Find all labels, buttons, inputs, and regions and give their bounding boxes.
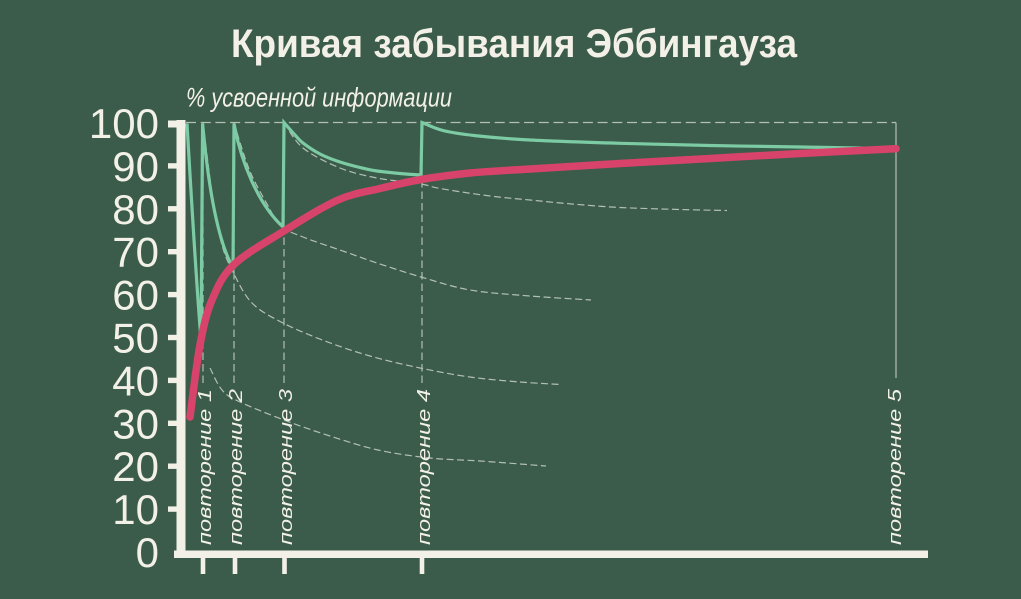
svg-text:повторение 5: повторение 5 bbox=[885, 388, 905, 545]
svg-text:70: 70 bbox=[112, 229, 159, 276]
svg-text:0: 0 bbox=[136, 529, 159, 576]
svg-text:10: 10 bbox=[112, 486, 159, 533]
svg-text:40: 40 bbox=[112, 357, 159, 404]
svg-text:90: 90 bbox=[112, 143, 159, 190]
svg-text:60: 60 bbox=[112, 272, 159, 319]
svg-text:% усвоенной информации: % усвоенной информации bbox=[186, 83, 452, 113]
svg-text:Кривая забывания Эббингауза: Кривая забывания Эббингауза bbox=[231, 22, 798, 66]
svg-text:30: 30 bbox=[112, 400, 159, 447]
svg-text:повторение 3: повторение 3 bbox=[276, 389, 296, 545]
svg-text:50: 50 bbox=[112, 315, 159, 362]
svg-text:20: 20 bbox=[112, 443, 159, 490]
svg-text:повторение 1: повторение 1 bbox=[195, 389, 215, 545]
svg-text:100: 100 bbox=[89, 100, 159, 147]
svg-text:80: 80 bbox=[112, 186, 159, 233]
svg-text:повторение 4: повторение 4 bbox=[414, 389, 434, 545]
svg-text:повторение 2: повторение 2 bbox=[226, 389, 246, 545]
